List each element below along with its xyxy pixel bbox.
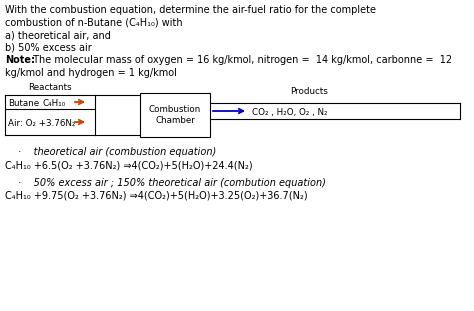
Text: ·    theoretical air (combustion equation): · theoretical air (combustion equation) bbox=[18, 147, 216, 157]
Text: C₄H₁₀ +9.75(O₂ +3.76N₂) ⇒4(CO₂)+5(H₂O)+3.25(O₂)+36.7(N₂): C₄H₁₀ +9.75(O₂ +3.76N₂) ⇒4(CO₂)+5(H₂O)+3… bbox=[5, 191, 308, 201]
Text: Butane: Butane bbox=[8, 99, 39, 108]
Text: The molecular mass of oxygen = 16 kg/kmol, nitrogen =  14 kg/kmol, carbonne =  1: The molecular mass of oxygen = 16 kg/kmo… bbox=[30, 55, 452, 65]
Text: combustion of n-Butane (C₄H₁₀) with: combustion of n-Butane (C₄H₁₀) with bbox=[5, 17, 182, 27]
Text: a) theoretical air, and: a) theoretical air, and bbox=[5, 30, 111, 40]
Text: ·    50% excess air ; 150% theoretical air (combution equation): · 50% excess air ; 150% theoretical air … bbox=[18, 178, 326, 188]
Text: CO₂ , H₂O, O₂ , N₂: CO₂ , H₂O, O₂ , N₂ bbox=[252, 108, 328, 117]
Text: kg/kmol and hydrogen = 1 kg/kmol: kg/kmol and hydrogen = 1 kg/kmol bbox=[5, 67, 177, 77]
Text: C₄H₁₀ +6.5(O₂ +3.76N₂) ⇒4(CO₂)+5(H₂O)+24.4(N₂): C₄H₁₀ +6.5(O₂ +3.76N₂) ⇒4(CO₂)+5(H₂O)+24… bbox=[5, 160, 253, 170]
Text: Note:: Note: bbox=[5, 55, 35, 65]
Text: Combustion
Chamber: Combustion Chamber bbox=[149, 105, 201, 125]
Bar bbox=[140, 93, 210, 137]
Text: Reactants: Reactants bbox=[28, 83, 72, 92]
Text: b) 50% excess air: b) 50% excess air bbox=[5, 43, 92, 53]
Text: Air: O₂ +3.76N₂: Air: O₂ +3.76N₂ bbox=[8, 118, 75, 128]
Text: With the combustion equation, determine the air-fuel ratio for the complete: With the combustion equation, determine … bbox=[5, 5, 376, 15]
Text: C₄H₁₀: C₄H₁₀ bbox=[43, 99, 66, 108]
Text: Products: Products bbox=[290, 87, 328, 96]
